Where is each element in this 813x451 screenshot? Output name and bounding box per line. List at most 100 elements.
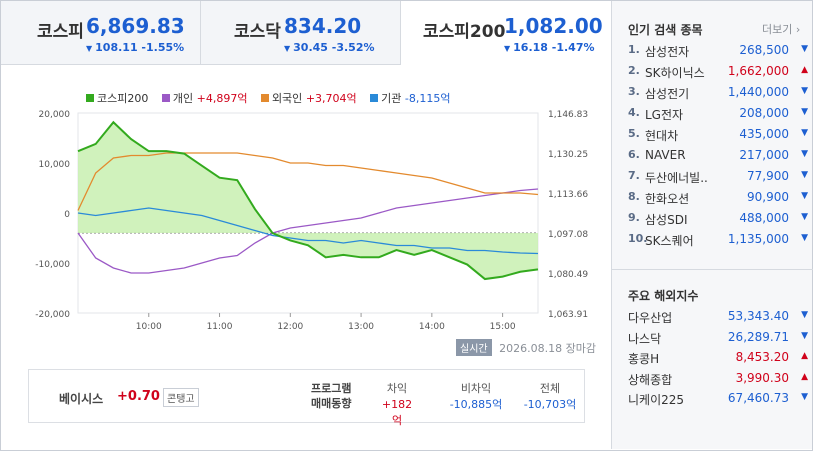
down-triangle-icon: ▼ [801, 310, 808, 320]
down-triangle-icon: ▼ [801, 149, 808, 159]
rank-number: 5. [628, 127, 640, 140]
stock-name: 현대차 [645, 129, 679, 143]
stock-price: 268,500 [739, 43, 789, 57]
program-label-line1: 프로그램 [311, 382, 352, 395]
legend-item-institution: 기관 -8,115억 [370, 90, 450, 106]
down-triangle-icon: ▼ [284, 44, 291, 53]
stock-price: 488,000 [739, 211, 789, 225]
index-price: 67,460.73 [727, 391, 789, 405]
down-triangle-icon: ▼ [801, 233, 808, 243]
rank-number: 1. [628, 43, 640, 56]
legend-swatch [161, 94, 170, 102]
contango-button[interactable]: 콘탱고 [163, 388, 199, 407]
series-line-기관 [77, 207, 539, 255]
foreign-title: 주요 해외지수 [628, 289, 699, 303]
realtime-badge[interactable]: 실시간 [456, 339, 492, 356]
stock-name: LG전자 [645, 108, 684, 122]
index-price: 26,289.71 [727, 329, 789, 344]
legend-item-individual: 개인 +4,897억 [161, 90, 248, 106]
tab-kosdaq[interactable]: 코스닥 834.20 ▼ 30.45 -3.52% [201, 1, 401, 65]
stock-name: SK스퀘어 [645, 234, 694, 248]
tab-kosdaq-change-text: 30.45 -3.52% [293, 41, 375, 54]
popular-item[interactable]: 5. 현대차 435,000 ▼ [628, 127, 808, 148]
index-name: 상해종합 [628, 372, 673, 387]
popular-item[interactable]: 7. 두산에너빌.. 77,900 ▼ [628, 169, 808, 190]
sidebar: 인기 검색 종목 더보기 › 1. 삼성전자 268,500 ▼ 2. SK하이닉스 1,6… [611, 1, 813, 449]
stock-price: 77,900 [747, 169, 789, 183]
tab-kospi200-change: ▼ 16.18 -1.47% [504, 41, 595, 54]
down-triangle-icon: ▼ [801, 86, 808, 96]
rank-number: 6. [628, 148, 640, 161]
program-label-line2: 매매동향 [311, 397, 352, 410]
right-tick-label: 1,063.91 [548, 310, 588, 320]
popular-item[interactable]: 9. 삼성SDI 488,000 ▼ [628, 211, 808, 232]
program-col-head: 전체 [539, 382, 561, 395]
x-tick-label: 10:00 [136, 322, 162, 332]
chart-date: 2026.08.18 [499, 342, 563, 355]
legend-value: +3,704억 [305, 92, 357, 105]
index-tabs: 코스피 6,869.83 ▼ 108.11 -1.55% 코스닥 834.20 ▼… [1, 1, 610, 65]
series-line-외국인 [77, 152, 539, 211]
legend-value: +4,897억 [196, 92, 248, 105]
stock-price: 217,000 [739, 148, 789, 162]
foreign-index-item[interactable]: 니케이225 67,460.73 ▼ [628, 391, 808, 412]
down-triangle-icon: ▼ [801, 330, 808, 341]
tab-kosdaq-value: 834.20 [284, 14, 362, 38]
rank-number: 3. [628, 85, 640, 98]
tab-kospi-name: 코스피 [37, 22, 84, 42]
popular-item[interactable]: 1. 삼성전자 268,500 ▼ [628, 43, 808, 64]
popular-item[interactable]: 4. LG전자 208,000 ▼ [628, 106, 808, 127]
chevron-right-icon: › [795, 23, 801, 36]
right-tick-label: 1,113.66 [548, 190, 588, 200]
rank-number: 7. [628, 169, 640, 182]
down-triangle-icon: ▼ [801, 170, 808, 180]
tab-kospi200-value: 1,082.00 [504, 14, 603, 38]
down-triangle-icon: ▼ [504, 44, 511, 53]
legend-value: -8,115억 [404, 92, 451, 105]
tab-kospi-value: 6,869.83 [86, 14, 185, 38]
popular-item[interactable]: 10. SK스퀘어 1,135,000 ▼ [628, 232, 808, 253]
index-price: 8,453.20 [735, 350, 789, 364]
left-tick-label: 20,000 [39, 110, 71, 120]
tab-kospi-change-text: 108.11 -1.55% [95, 41, 185, 54]
index-panel: 코스피 6,869.83 ▼ 108.11 -1.55% 코스닥 834.20 ▼… [1, 1, 610, 449]
more-link-label: 더보기 [762, 23, 793, 36]
legend-item-kospi200: 코스피200 [86, 90, 148, 106]
popular-item[interactable]: 8. 한화오션 90,900 ▼ [628, 190, 808, 211]
popular-item[interactable]: 6. NAVER 217,000 ▼ [628, 148, 808, 169]
program-trading-label: 프로그램 매매동향 [311, 381, 351, 411]
tab-kospi200[interactable]: 코스피200 1,082.00 ▼ 16.18 -1.47% [401, 1, 610, 65]
x-tick-label: 15:00 [490, 322, 516, 332]
foreign-index-item[interactable]: 홍콩H 8,453.20 ▲ [628, 350, 808, 371]
stock-name: 삼성전기 [645, 87, 690, 101]
foreign-index-item[interactable]: 다우산업 53,343.40 ▼ [628, 309, 808, 330]
right-tick-label: 1,080.49 [548, 270, 588, 280]
rank-number: 10. [628, 232, 648, 245]
stock-name: 한화오션 [645, 192, 690, 206]
divider [612, 269, 813, 270]
popular-item[interactable]: 3. 삼성전기 1,440,000 ▼ [628, 85, 808, 106]
rank-number: 8. [628, 190, 640, 203]
x-tick-label: 12:00 [277, 322, 303, 332]
basis-value: +0.70 [117, 389, 160, 404]
foreign-index-item[interactable]: 상해종합 3,990.30 ▲ [628, 371, 808, 392]
program-col-head: 비차익 [460, 382, 492, 395]
program-col-arbitrage: 차익 +182억 [377, 381, 417, 429]
more-link[interactable]: 더보기 › [762, 21, 800, 37]
up-triangle-icon: ▲ [801, 371, 808, 382]
down-triangle-icon: ▼ [801, 212, 808, 222]
foreign-index-item[interactable]: 나스닥 26,289.71 ▼ [628, 330, 808, 351]
down-triangle-icon: ▼ [801, 107, 808, 117]
legend-label: 개인 [172, 92, 194, 105]
x-tick-label: 11:00 [207, 322, 233, 332]
left-tick-label: 0 [64, 210, 70, 220]
tab-kosdaq-change: ▼ 30.45 -3.52% [284, 41, 375, 54]
legend-swatch [86, 94, 94, 102]
investor-chart: 20,000 10,000 0 -10,000 -20,000 1,146.83 1,130… [35, 110, 588, 332]
right-tick-label: 1,130.25 [548, 150, 588, 160]
tab-kospi200-name: 코스피200 [423, 22, 506, 42]
popular-item[interactable]: 2. SK하이닉스 1,662,000 ▲ [628, 64, 808, 85]
stock-price: 208,000 [739, 106, 789, 120]
tab-kospi[interactable]: 코스피 6,869.83 ▼ 108.11 -1.55% [1, 1, 201, 65]
kospi200-area [78, 122, 538, 280]
